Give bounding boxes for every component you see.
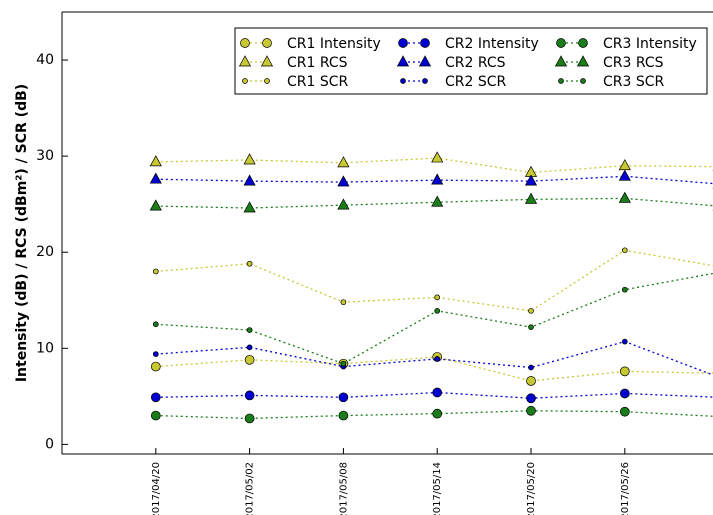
marker: [431, 173, 444, 185]
marker: [243, 174, 256, 186]
marker: [337, 198, 350, 210]
marker: [150, 361, 161, 372]
marker: [246, 260, 253, 267]
x-tick-label: 2017/05/14: [432, 462, 443, 515]
marker: [244, 390, 255, 401]
marker: [578, 38, 588, 48]
marker: [621, 247, 628, 254]
legend-label: CR3 Intensity: [603, 36, 697, 52]
marker: [618, 191, 631, 203]
marker: [434, 307, 441, 314]
marker: [619, 388, 630, 399]
legend-label: CR3 RCS: [603, 55, 664, 71]
legend-label: CR2 SCR: [445, 74, 507, 90]
marker: [418, 55, 432, 67]
marker: [431, 195, 444, 207]
legend-label: CR3 SCR: [603, 74, 665, 90]
legend: [234, 27, 708, 95]
marker: [432, 408, 443, 419]
y-tick-label: 0: [45, 436, 54, 452]
series-line: [155, 272, 713, 365]
legend-label: CR2 RCS: [445, 55, 506, 71]
marker: [242, 78, 248, 84]
marker: [576, 55, 590, 67]
marker: [619, 406, 630, 417]
marker: [526, 376, 536, 386]
marker: [621, 338, 628, 345]
marker: [420, 38, 430, 48]
marker: [422, 78, 428, 84]
x-tick-label: 2017/04/20: [151, 462, 162, 515]
marker: [260, 55, 274, 67]
marker: [618, 169, 631, 181]
marker: [554, 55, 568, 67]
y-tick-label: 20: [36, 244, 54, 260]
marker: [431, 151, 444, 163]
marker: [526, 393, 536, 404]
marker: [150, 410, 161, 421]
marker: [150, 392, 161, 403]
marker: [556, 38, 566, 48]
y-axis-label: Intensity (dB) / RCS (dBm²) / SCR (dB): [14, 84, 30, 382]
marker: [244, 354, 255, 365]
legend-label: CR1 Intensity: [287, 36, 381, 52]
marker: [340, 360, 347, 367]
y-tick-label: 40: [36, 52, 54, 68]
marker: [396, 55, 410, 67]
marker: [398, 38, 408, 48]
marker: [621, 286, 628, 293]
marker: [528, 324, 534, 331]
y-tick-label: 30: [36, 148, 54, 164]
marker: [558, 78, 564, 84]
marker: [338, 410, 349, 421]
marker: [580, 78, 586, 84]
x-tick-label: 2017/05/20: [526, 462, 537, 515]
marker: [152, 321, 159, 328]
marker: [264, 78, 270, 84]
marker: [243, 201, 256, 213]
x-tick-label: 2017/05/02: [245, 462, 256, 515]
marker: [337, 175, 350, 187]
legend-label: CR1 SCR: [287, 74, 349, 90]
marker: [400, 78, 406, 84]
marker: [149, 199, 162, 211]
marker: [432, 387, 443, 398]
marker: [152, 351, 159, 357]
marker: [240, 38, 250, 48]
marker: [619, 366, 630, 377]
marker: [337, 156, 350, 168]
marker: [244, 413, 255, 424]
marker: [243, 153, 256, 165]
marker: [434, 356, 441, 362]
marker: [262, 38, 272, 48]
x-tick-label: 2017/05/08: [338, 462, 349, 515]
marker: [340, 299, 347, 306]
marker: [149, 172, 162, 184]
marker: [246, 327, 253, 333]
marker: [338, 392, 349, 403]
series-line: [155, 249, 713, 312]
plot-area: [149, 151, 713, 454]
marker: [528, 364, 534, 371]
legend-label: CR2 Intensity: [445, 36, 539, 52]
y-tick-label: 10: [36, 340, 54, 356]
marker: [152, 268, 159, 275]
marker: [526, 405, 536, 416]
marker: [524, 192, 538, 204]
marker: [524, 174, 538, 186]
marker: [618, 159, 631, 171]
marker: [149, 155, 162, 167]
marker: [238, 55, 252, 67]
marker: [246, 344, 253, 351]
x-tick-label: 2017/05/26: [620, 462, 631, 515]
legend-label: CR1 RCS: [287, 55, 348, 71]
marker: [434, 294, 441, 301]
marker: [528, 307, 534, 314]
